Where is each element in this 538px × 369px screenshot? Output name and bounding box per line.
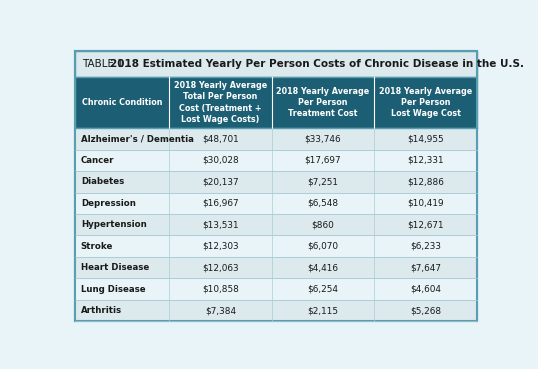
Bar xyxy=(75,51,477,77)
Text: $7,384: $7,384 xyxy=(205,306,236,315)
Text: TABLE 1.: TABLE 1. xyxy=(82,59,131,69)
Text: $33,746: $33,746 xyxy=(305,134,341,143)
Text: $12,303: $12,303 xyxy=(202,242,239,251)
Text: Arthritis: Arthritis xyxy=(81,306,122,315)
Text: $5,268: $5,268 xyxy=(410,306,441,315)
Text: $7,647: $7,647 xyxy=(410,263,441,272)
Text: $20,137: $20,137 xyxy=(202,177,239,186)
Text: $7,251: $7,251 xyxy=(307,177,338,186)
Bar xyxy=(75,278,477,300)
Text: Diabetes: Diabetes xyxy=(81,177,124,186)
Text: $14,955: $14,955 xyxy=(407,134,444,143)
Text: $10,858: $10,858 xyxy=(202,284,239,294)
Bar xyxy=(75,128,477,149)
Text: Heart Disease: Heart Disease xyxy=(81,263,149,272)
Text: $2,115: $2,115 xyxy=(307,306,338,315)
Text: $6,233: $6,233 xyxy=(410,242,441,251)
Text: $12,671: $12,671 xyxy=(407,220,444,229)
Text: $12,063: $12,063 xyxy=(202,263,239,272)
Text: $17,697: $17,697 xyxy=(305,156,341,165)
Text: $4,416: $4,416 xyxy=(307,263,338,272)
Text: Lung Disease: Lung Disease xyxy=(81,284,145,294)
Text: 2018 Yearly Average
Total Per Person
Cost (Treatment +
Lost Wage Costs): 2018 Yearly Average Total Per Person Cos… xyxy=(174,81,267,124)
Text: $12,886: $12,886 xyxy=(407,177,444,186)
Text: 2018 Estimated Yearly Per Person Costs of Chronic Disease in the U.S.: 2018 Estimated Yearly Per Person Costs o… xyxy=(110,59,525,69)
Text: $10,419: $10,419 xyxy=(407,199,444,208)
Text: $860: $860 xyxy=(312,220,334,229)
Text: $6,548: $6,548 xyxy=(307,199,338,208)
Text: 2018 Yearly Average
Per Person
Treatment Cost: 2018 Yearly Average Per Person Treatment… xyxy=(277,87,370,118)
Text: $4,604: $4,604 xyxy=(410,284,441,294)
Bar xyxy=(75,193,477,214)
Text: Hypertension: Hypertension xyxy=(81,220,146,229)
Text: Alzheimer's / Dementia: Alzheimer's / Dementia xyxy=(81,134,194,143)
Bar xyxy=(75,257,477,278)
Text: $12,331: $12,331 xyxy=(407,156,444,165)
Bar xyxy=(75,214,477,235)
Text: $13,531: $13,531 xyxy=(202,220,239,229)
Text: Depression: Depression xyxy=(81,199,136,208)
Text: $16,967: $16,967 xyxy=(202,199,239,208)
Bar xyxy=(75,235,477,257)
Text: $6,070: $6,070 xyxy=(307,242,338,251)
Bar xyxy=(75,171,477,193)
Text: Chronic Condition: Chronic Condition xyxy=(82,98,162,107)
Text: $6,254: $6,254 xyxy=(307,284,338,294)
Text: $48,701: $48,701 xyxy=(202,134,239,143)
Bar xyxy=(75,149,477,171)
Bar xyxy=(75,300,477,321)
Text: 2018 Yearly Average
Per Person
Lost Wage Cost: 2018 Yearly Average Per Person Lost Wage… xyxy=(379,87,472,118)
Text: Cancer: Cancer xyxy=(81,156,114,165)
Text: $30,028: $30,028 xyxy=(202,156,239,165)
Text: Stroke: Stroke xyxy=(81,242,113,251)
